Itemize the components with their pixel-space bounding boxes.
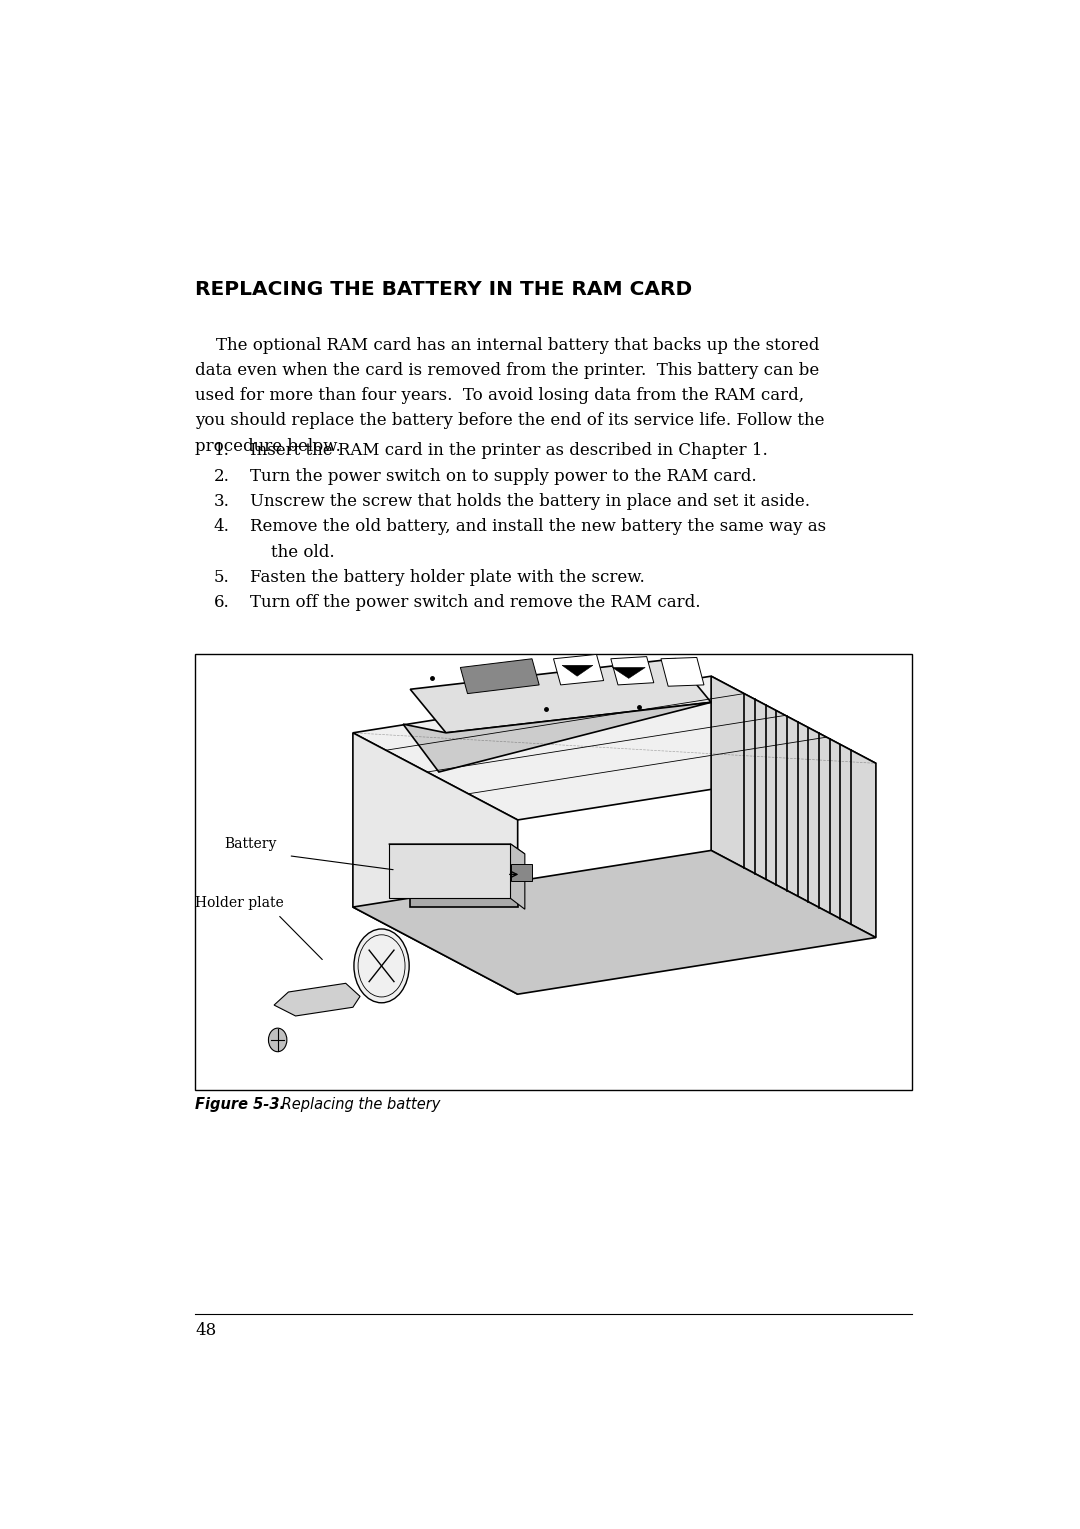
Text: The optional RAM card has an internal battery that backs up the stored: The optional RAM card has an internal ba… xyxy=(195,336,820,353)
Polygon shape xyxy=(511,864,532,881)
Text: Unscrew the screw that holds the battery in place and set it aside.: Unscrew the screw that holds the battery… xyxy=(249,494,810,511)
Text: Figure 5-3.: Figure 5-3. xyxy=(195,1098,285,1112)
Text: Battery: Battery xyxy=(224,838,276,852)
Text: Holder plate: Holder plate xyxy=(195,896,284,910)
Text: Turn the power switch on to supply power to the RAM card.: Turn the power switch on to supply power… xyxy=(249,468,756,485)
Text: 2.: 2. xyxy=(214,468,230,485)
Text: Remove the old battery, and install the new battery the same way as: Remove the old battery, and install the … xyxy=(249,518,826,535)
Text: data even when the card is removed from the printer.  This battery can be: data even when the card is removed from … xyxy=(195,362,820,379)
Text: Insert the RAM card in the printer as described in Chapter 1.: Insert the RAM card in the printer as de… xyxy=(249,442,768,460)
Polygon shape xyxy=(410,853,517,907)
Text: procedure below.: procedure below. xyxy=(195,437,341,454)
Text: Fasten the battery holder plate with the screw.: Fasten the battery holder plate with the… xyxy=(249,569,645,586)
Text: used for more than four years.  To avoid losing data from the RAM card,: used for more than four years. To avoid … xyxy=(195,387,805,404)
Polygon shape xyxy=(711,676,876,937)
Polygon shape xyxy=(511,844,525,910)
Polygon shape xyxy=(274,983,360,1015)
Text: 1.: 1. xyxy=(214,442,230,460)
Polygon shape xyxy=(554,654,604,685)
Polygon shape xyxy=(353,850,876,994)
Text: 3.: 3. xyxy=(214,494,230,511)
Bar xyxy=(195,654,912,1090)
Text: REPLACING THE BATTERY IN THE RAM CARD: REPLACING THE BATTERY IN THE RAM CARD xyxy=(195,280,692,300)
Text: Replacing the battery: Replacing the battery xyxy=(278,1098,441,1112)
Polygon shape xyxy=(661,657,704,687)
Text: 6.: 6. xyxy=(214,595,229,612)
Ellipse shape xyxy=(269,1027,287,1052)
Polygon shape xyxy=(403,702,711,772)
Text: 5.: 5. xyxy=(214,569,229,586)
Text: 48: 48 xyxy=(195,1323,216,1339)
Polygon shape xyxy=(353,732,517,994)
Polygon shape xyxy=(612,668,645,679)
Ellipse shape xyxy=(354,930,409,1003)
Polygon shape xyxy=(389,844,525,853)
Text: 4.: 4. xyxy=(214,518,230,535)
Text: the old.: the old. xyxy=(249,544,335,561)
Polygon shape xyxy=(460,659,539,694)
Text: you should replace the battery before the end of its service life. Follow the: you should replace the battery before th… xyxy=(195,413,825,430)
Polygon shape xyxy=(410,659,711,732)
Polygon shape xyxy=(562,665,593,676)
Polygon shape xyxy=(611,656,653,685)
Text: Turn off the power switch and remove the RAM card.: Turn off the power switch and remove the… xyxy=(249,595,700,612)
Polygon shape xyxy=(389,844,511,899)
Polygon shape xyxy=(353,676,876,820)
